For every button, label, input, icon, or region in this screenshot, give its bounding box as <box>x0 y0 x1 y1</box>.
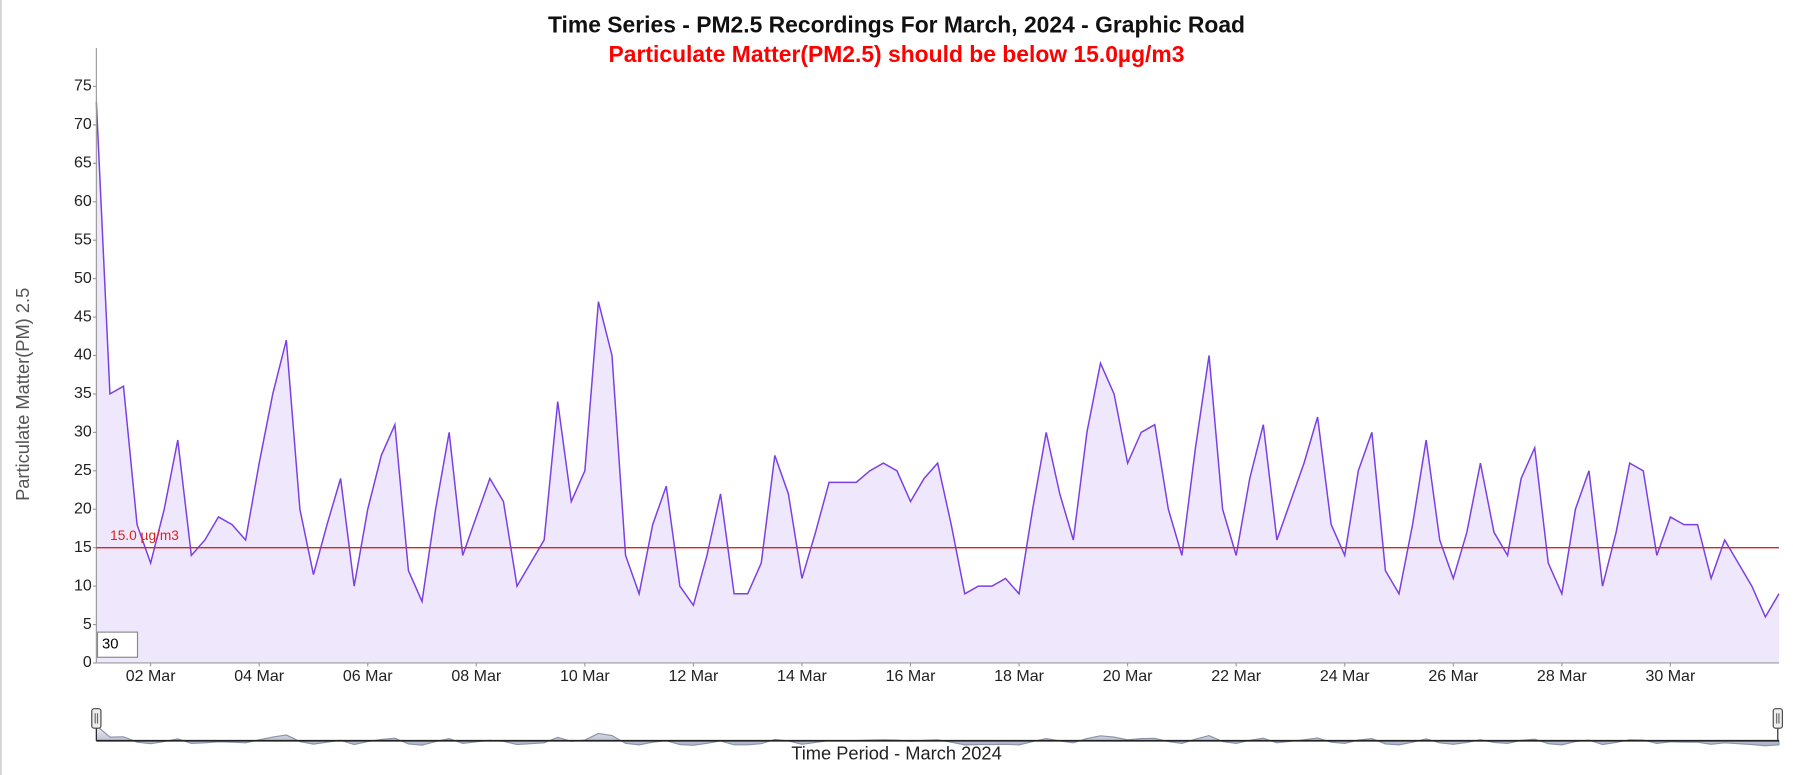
chart-subtitle: Particulate Matter(PM2.5) should be belo… <box>609 41 1185 67</box>
rolling-period-input <box>96 631 139 658</box>
x-tick-label: 10 Mar <box>560 668 610 685</box>
y-tick-label: 15 <box>74 539 92 556</box>
chart-title: Time Series - PM2.5 Recordings For March… <box>548 11 1245 37</box>
range-handle[interactable] <box>91 708 102 729</box>
y-tick-label: 70 <box>74 116 92 133</box>
y-tick-label: 25 <box>74 462 92 479</box>
x-tick-label: 14 Mar <box>777 668 827 685</box>
series-line <box>95 101 1780 619</box>
x-tick-label: 24 Mar <box>1320 668 1370 685</box>
x-tick-label: 22 Mar <box>1211 668 1261 685</box>
x-axis-label: Time Period - March 2024 <box>791 742 1001 763</box>
x-tick-label: 02 Mar <box>126 668 176 685</box>
x-tick-label: 20 Mar <box>1103 668 1153 685</box>
range-handle[interactable] <box>1772 708 1783 729</box>
threshold-label: 15.0 µg/m3 <box>110 528 179 543</box>
x-tick-label: 28 Mar <box>1537 668 1587 685</box>
x-tick-label: 18 Mar <box>994 668 1044 685</box>
y-tick-label: 50 <box>74 270 92 287</box>
y-tick-label: 0 <box>83 654 92 671</box>
y-tick-label: 40 <box>74 347 92 364</box>
y-tick-label: 10 <box>74 577 92 594</box>
x-tick-label: 04 Mar <box>234 668 284 685</box>
rolling-period-value: 30 <box>102 637 119 653</box>
y-tick-label: 5 <box>83 616 92 633</box>
y-tick-label: 30 <box>74 424 92 441</box>
y-tick-label: 55 <box>74 231 92 248</box>
y-tick-label: 65 <box>74 155 92 172</box>
x-tick-label: 30 Mar <box>1645 668 1695 685</box>
y-tick-label: 75 <box>74 78 92 95</box>
area-fill <box>96 101 1779 663</box>
y-tick-label: 60 <box>74 193 92 210</box>
x-tick-label: 06 Mar <box>343 668 393 685</box>
x-tick-label: 16 Mar <box>886 668 936 685</box>
y-tick-label: 45 <box>74 308 92 325</box>
y-axis-label: Particulate Matter(PM) 2.5 <box>12 288 33 501</box>
y-tick-label: 20 <box>74 500 92 517</box>
x-tick-label: 12 Mar <box>669 668 719 685</box>
y-tick-label: 35 <box>74 385 92 402</box>
x-tick-label: 08 Mar <box>451 668 501 685</box>
x-tick-label: 26 Mar <box>1428 668 1478 685</box>
